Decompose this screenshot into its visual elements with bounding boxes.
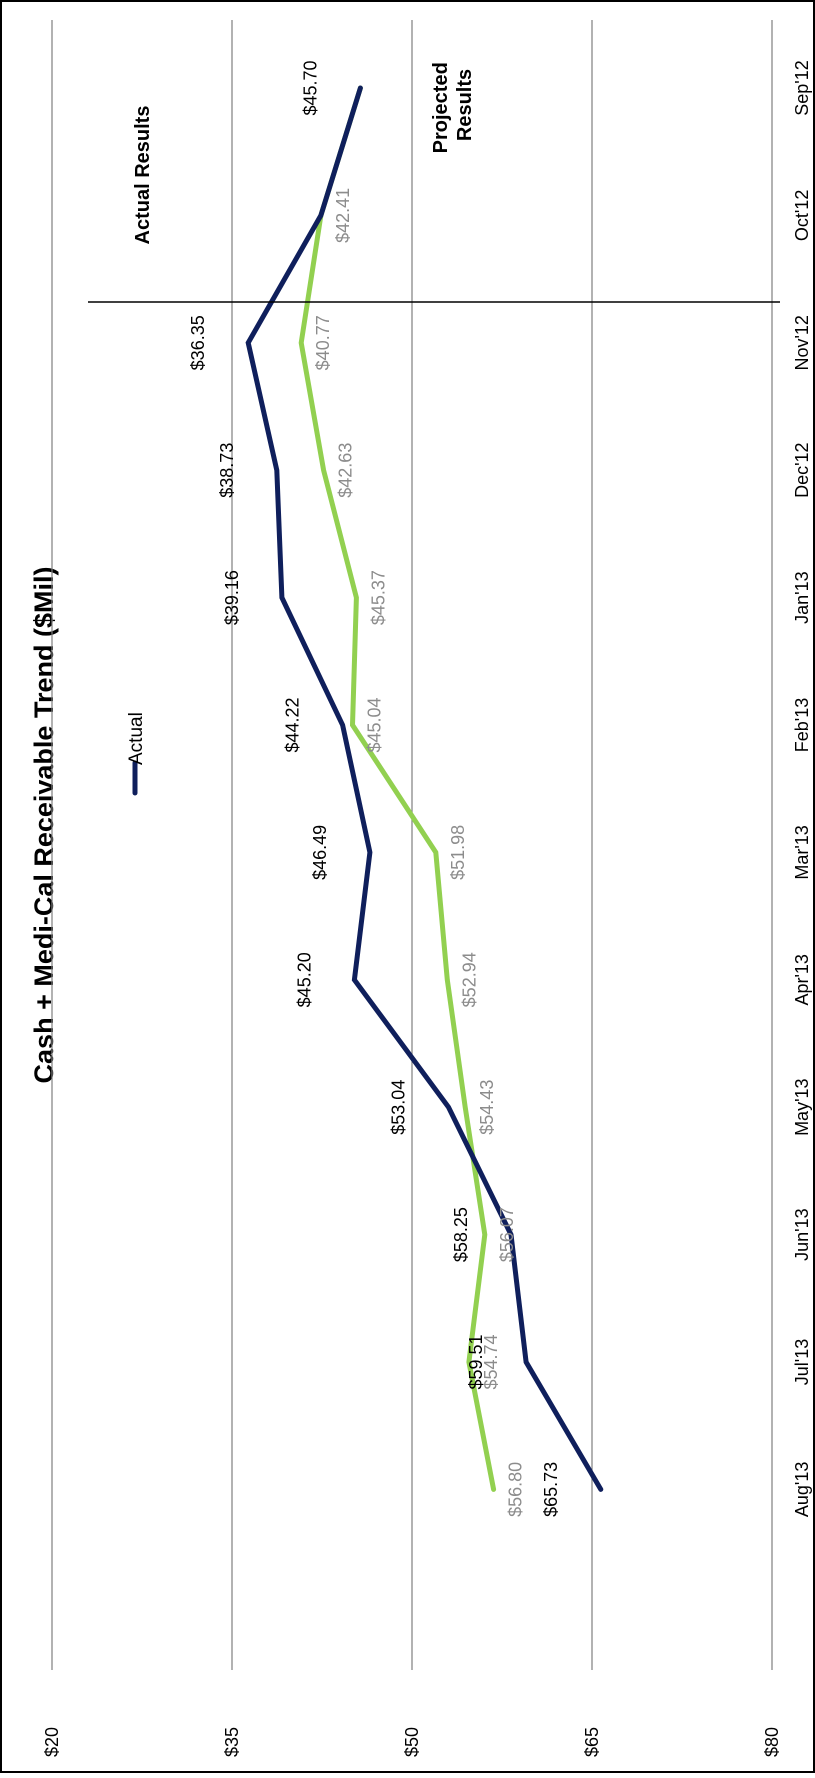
projected-results-label: Projected Results <box>430 57 476 154</box>
x-tick-label-mar-13: Mar'13 <box>792 825 812 879</box>
y-tick-label-65: $65 <box>582 1727 602 1757</box>
series-line-projected <box>298 85 497 1492</box>
data-label-projected-jul-13: $54.74 <box>481 1334 501 1389</box>
x-tick-label-jul-13: Jul'13 <box>792 1339 812 1385</box>
data-label-projected-jan-13: $45.37 <box>368 570 388 625</box>
series-lines <box>245 85 604 1492</box>
actual-results-label: Actual Results <box>132 106 154 245</box>
x-tick-label-dec-12: Dec'12 <box>792 442 812 497</box>
x-tick-label-may-13: May'13 <box>792 1078 812 1135</box>
y-tick-label-35: $35 <box>222 1727 242 1757</box>
y-tick-label-80: $80 <box>762 1727 782 1757</box>
x-tick-label-nov-12: Nov'12 <box>792 315 812 370</box>
data-label-projected-aug-13: $56.80 <box>506 1462 526 1517</box>
data-label-actual-jun-13: $58.25 <box>451 1207 471 1262</box>
data-label-projected-dec-12: $42.63 <box>336 443 356 498</box>
data-label-projected-feb-13: $45.04 <box>365 697 385 752</box>
y-tick-label-20: $20 <box>42 1727 62 1757</box>
projected-results-line-1: Projected <box>430 62 452 153</box>
projected-results-line-2: Results <box>454 69 476 141</box>
data-label-projected-may-13: $54.43 <box>477 1080 497 1135</box>
data-label-actual-nov-12: $36.35 <box>188 315 208 370</box>
legend: Actual <box>126 712 147 796</box>
legend-label-actual: Actual <box>126 712 147 765</box>
x-tick-label-aug-13: Aug'13 <box>792 1462 812 1518</box>
x-tick-label-jan-13: Jan'13 <box>792 571 812 623</box>
y-tick-label-50: $50 <box>402 1727 422 1757</box>
data-label-projected-mar-13: $51.98 <box>448 825 468 880</box>
x-tick-label-feb-13: Feb'13 <box>792 698 812 752</box>
data-label-actual-sep-12: $45.70 <box>300 60 320 115</box>
data-label-projected-jun-13: $56.07 <box>497 1207 517 1262</box>
data-label-actual-jul-13: $59.51 <box>466 1334 486 1389</box>
data-label-projected-oct-12: $42.41 <box>333 188 353 243</box>
data-label-actual-feb-13: $44.22 <box>283 697 303 752</box>
chart-title: Cash + Medi-Cal Receivable Trend ($Mil) <box>29 567 59 1084</box>
x-tick-label-apr-13: Apr'13 <box>792 954 812 1005</box>
data-label-actual-dec-12: $38.73 <box>217 443 237 498</box>
data-label-projected-apr-13: $52.94 <box>459 952 479 1007</box>
data-labels: $45.70 $36.35 $38.73 $39.16 $44.22 $46.49 $45.… <box>188 60 561 1516</box>
x-tick-label-sep-12: Sep'12 <box>792 60 812 116</box>
data-label-actual-apr-13: $45.20 <box>294 952 314 1007</box>
data-label-projected-nov-12: $40.77 <box>313 315 333 370</box>
x-tick-label-jun-13: Jun'13 <box>792 1208 812 1260</box>
data-label-actual-may-13: $53.04 <box>389 1080 409 1135</box>
series-line-actual <box>245 85 604 1492</box>
data-label-actual-mar-13: $46.49 <box>310 825 330 880</box>
data-label-actual-aug-13: $65.73 <box>541 1462 561 1517</box>
gridlines <box>51 20 773 1670</box>
data-label-actual-jan-13: $39.16 <box>222 570 242 625</box>
x-tick-label-oct-12: Oct'12 <box>792 190 812 241</box>
axes: $20 $35 $50 $65 $80 Sep'12 Oct'12 Nov'12 Dec'12 J… <box>42 60 812 1757</box>
